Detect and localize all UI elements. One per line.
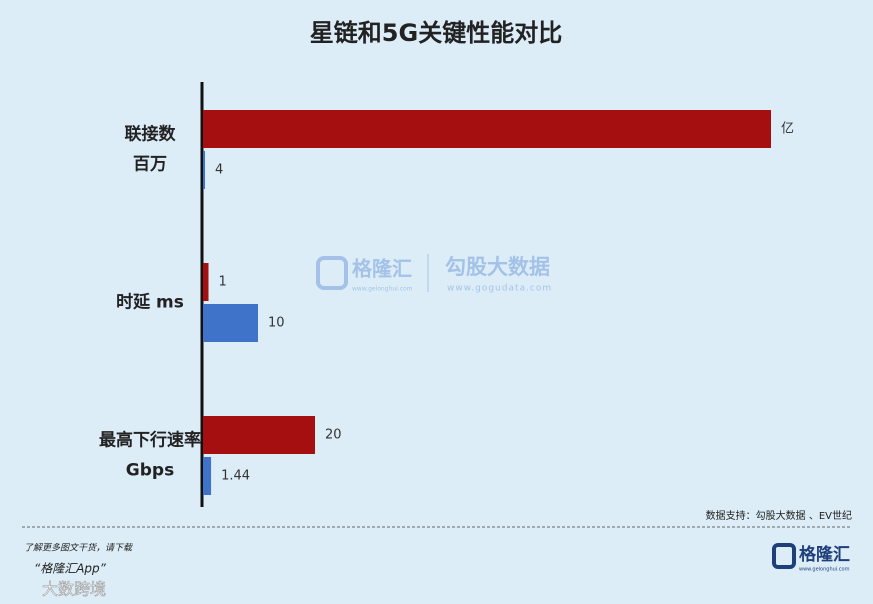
bar	[203, 457, 212, 495]
footer-line2: “格隆汇App”	[34, 562, 107, 576]
value-label: 1	[219, 275, 227, 290]
value-label: 20	[325, 428, 342, 443]
watermark-icon	[316, 256, 348, 290]
value-label: 4	[215, 163, 223, 178]
category-label: 百万	[133, 155, 167, 175]
watermark-right-url: www.gogudata.com	[447, 284, 552, 294]
watermark-right: 勾股大数据	[445, 255, 550, 279]
watermark-left-url: www.gelonghui.com	[352, 286, 413, 293]
bar	[203, 304, 258, 342]
bar	[203, 263, 209, 301]
value-label: 亿	[781, 122, 794, 137]
value-label: 10	[268, 316, 285, 331]
watermark: 格隆汇 www.gelonghui.com 勾股大数据 www.gogudata…	[316, 254, 552, 294]
category-label: Gbps	[126, 461, 174, 481]
logo-url: www.gelonghui.com	[799, 567, 850, 573]
category-label: 时延 ms	[116, 292, 184, 313]
watermark-left: 格隆汇	[352, 257, 412, 281]
category-label: 最高下行速率	[99, 430, 201, 451]
chart-title: 星链和5G关键性能对比	[310, 19, 562, 47]
footer-line1: 了解更多图文干货，请下载	[24, 543, 133, 554]
bar	[203, 416, 315, 454]
category-label: 联接数	[125, 124, 177, 145]
logo-icon	[772, 543, 796, 569]
footer-corner: 大数跨境	[42, 580, 106, 599]
source: 数据支持：勾股大数据 、EV世纪	[706, 509, 852, 522]
value-label: 1.44	[221, 469, 250, 484]
bar	[203, 110, 771, 148]
logo: 格隆汇	[799, 544, 850, 565]
bar	[203, 151, 205, 189]
